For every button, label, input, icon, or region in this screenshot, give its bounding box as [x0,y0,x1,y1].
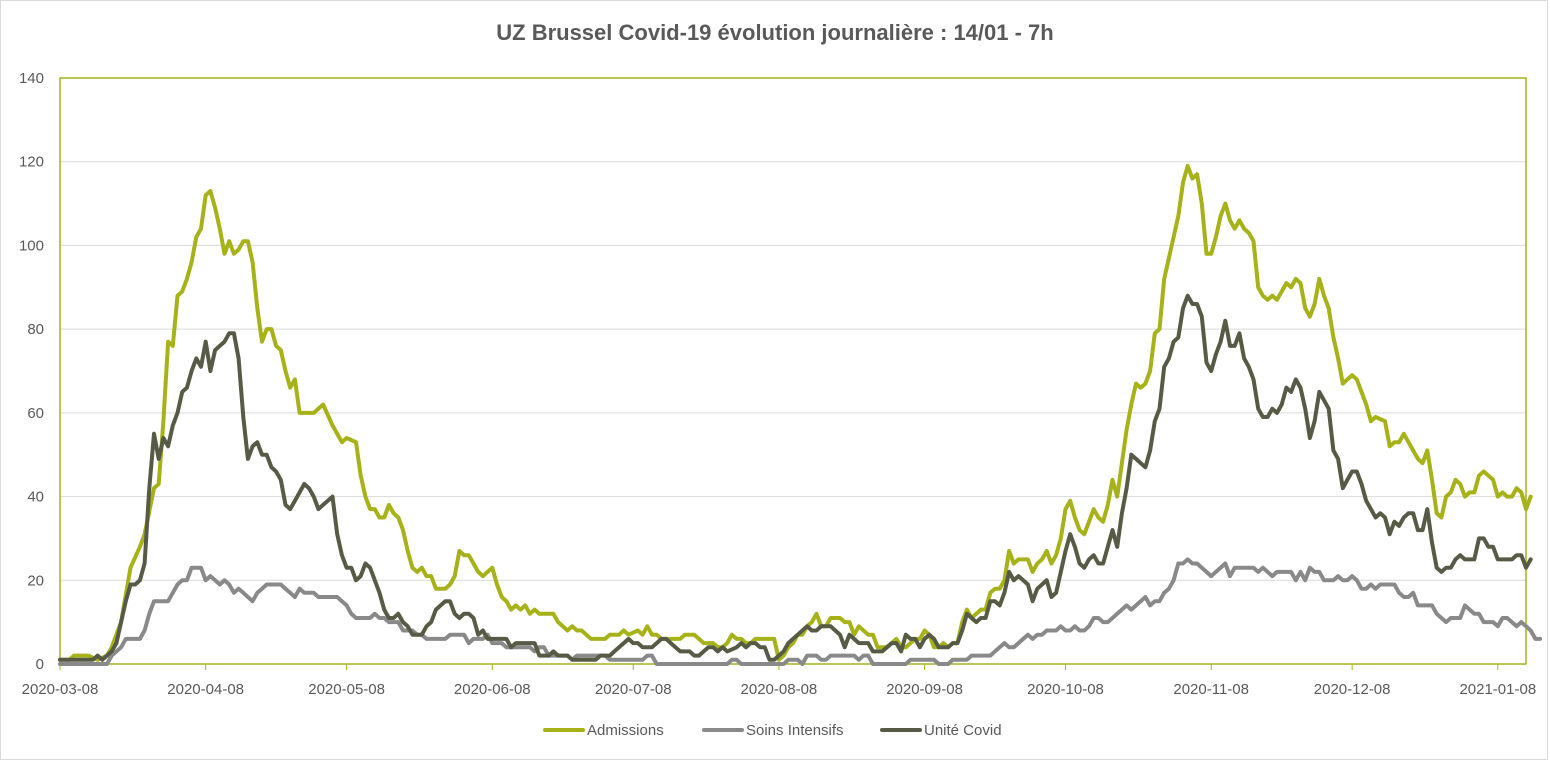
y-tick-label-120: 120 [19,154,44,171]
y-tick-label-40: 40 [27,489,44,506]
x-axis: 2020-03-08 2020-04-08 2020-05-08 2020-06-08… [22,664,1536,698]
x-tick-label-0: 2020-03-08 [22,681,99,698]
y-tick-label-0: 0 [36,656,44,673]
series-line-unit-covid [58,293,1533,662]
series-line-admissions [58,163,1533,662]
x-tick-label-10: 2021-01-08 [1459,681,1536,698]
x-tick-label-2: 2020-05-08 [308,681,385,698]
x-tick-label-6: 2020-09-08 [886,681,963,698]
series-line-soins-intensifs [58,557,1543,666]
series-lines [58,163,1543,666]
legend-label-soins-intensifs: Soins Intensifs [746,722,844,739]
y-tick-label-20: 20 [27,572,44,589]
chart-title: UZ Brussel Covid-19 évolution journalièr… [496,20,1054,45]
x-tick-label-1: 2020-04-08 [167,681,244,698]
legend-label-unit-covid: Unité Covid [924,722,1002,739]
y-tick-label-60: 60 [27,405,44,422]
plot-area-border [59,77,1527,665]
y-axis: 0 20 40 60 80 100 120 140 [19,70,44,673]
y-tick-label-100: 100 [19,237,44,254]
x-tick-label-5: 2020-08-08 [741,681,818,698]
x-tick-label-7: 2020-10-08 [1027,681,1104,698]
y-tick-label-140: 140 [19,70,44,87]
x-tick-label-9: 2020-12-08 [1314,681,1391,698]
legend-label-admissions: Admissions [587,722,664,739]
gridlines [60,161,1526,581]
x-tick-label-3: 2020-06-08 [454,681,531,698]
legend: Admissions Soins Intensifs Unité Covid [543,722,1002,739]
x-tick-label-8: 2020-11-08 [1173,681,1249,698]
x-tick-label-4: 2020-07-08 [595,681,672,698]
y-tick-label-80: 80 [27,321,44,338]
